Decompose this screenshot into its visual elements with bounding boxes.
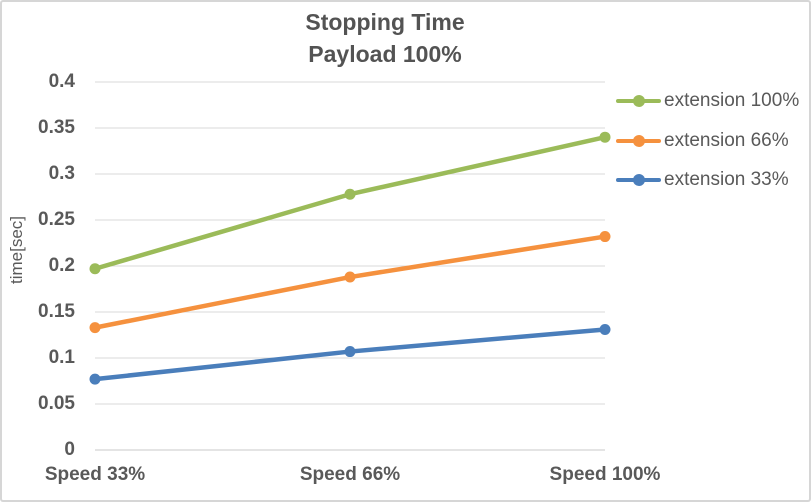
y-tick-label-025: 0.25 <box>38 209 75 230</box>
legend-marker-dot <box>632 95 645 107</box>
legend-item-extension-66: extension 66% <box>616 130 789 152</box>
x-axis-category-speed-66: Speed 66% <box>299 464 401 485</box>
legend-item-extension-100: extension 100% <box>616 90 799 112</box>
x-axis-category-speed-100: Speed 100% <box>549 464 661 485</box>
legend-label: extension 33% <box>664 169 789 190</box>
x-axis-category-speed-33: Speed 33% <box>44 464 146 485</box>
y-tick-label-04: 0.4 <box>48 71 75 92</box>
data-point-series-2 <box>344 346 356 358</box>
chart-title: Stopping Time Payload 100% <box>305 6 464 70</box>
data-point-series-2 <box>599 323 611 335</box>
legend-label: extension 66% <box>664 130 789 151</box>
data-point-series-0 <box>344 188 356 200</box>
y-tick-label-01: 0.1 <box>48 347 75 368</box>
legend-marker-dot <box>632 174 645 186</box>
chart-title-line1: Stopping Time <box>305 9 465 35</box>
data-point-series-1 <box>599 231 611 243</box>
y-tick-label-03: 0.3 <box>48 163 75 184</box>
data-point-series-2 <box>89 373 101 385</box>
data-point-series-0 <box>89 263 101 275</box>
y-tick-label-02: 0.2 <box>48 255 75 276</box>
legend-marker-dot <box>632 135 645 147</box>
y-tick-label-015: 0.15 <box>38 301 75 322</box>
y-tick-label-0: 0 <box>64 439 75 460</box>
legend-marker-line <box>616 135 661 147</box>
y-tick-label-005: 0.05 <box>38 393 75 414</box>
legend-marker-line <box>616 174 661 186</box>
legend-label: extension 100% <box>664 90 800 111</box>
legend-item-extension-33: extension 33% <box>616 169 789 191</box>
chart-title-line2: Payload 100% <box>308 41 462 67</box>
data-point-series-1 <box>89 322 101 334</box>
data-point-series-0 <box>599 131 611 143</box>
y-tick-label-035: 0.35 <box>38 117 75 138</box>
legend-marker-line <box>616 95 661 107</box>
data-point-series-1 <box>344 271 356 283</box>
